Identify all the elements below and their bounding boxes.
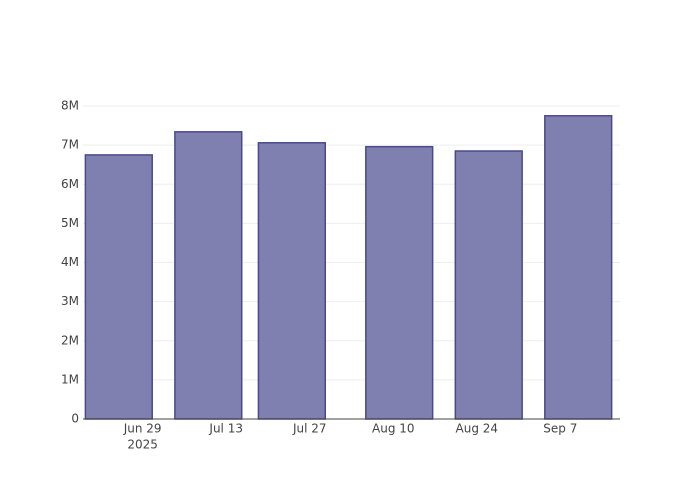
x-tick-label: Aug 10 — [372, 422, 415, 436]
x-year-label: 2025 — [127, 438, 158, 452]
y-tick-label: 4M — [61, 255, 79, 269]
bar — [454, 150, 523, 420]
bar — [365, 145, 434, 420]
bar — [174, 131, 243, 420]
y-tick-label: 0 — [71, 412, 79, 426]
x-tick-label: Sep 7 — [543, 422, 577, 436]
y-tick-label: 6M — [61, 177, 79, 191]
bar — [544, 115, 613, 420]
x-tick-label: Jun 29 — [123, 422, 162, 436]
bar — [257, 142, 326, 420]
y-tick-label: 5M — [61, 216, 79, 230]
x-tick-label: Aug 24 — [456, 422, 499, 436]
y-tick-label: 3M — [61, 294, 79, 308]
y-tick-label: 7M — [61, 138, 79, 152]
y-tick-label: 2M — [61, 333, 79, 347]
x-tick-label: Jul 13 — [208, 422, 243, 436]
y-tick-label: 1M — [61, 372, 79, 386]
bar — [84, 154, 153, 420]
x-tick-label: Jul 27 — [292, 422, 327, 436]
y-tick-label: 8M — [61, 99, 79, 113]
